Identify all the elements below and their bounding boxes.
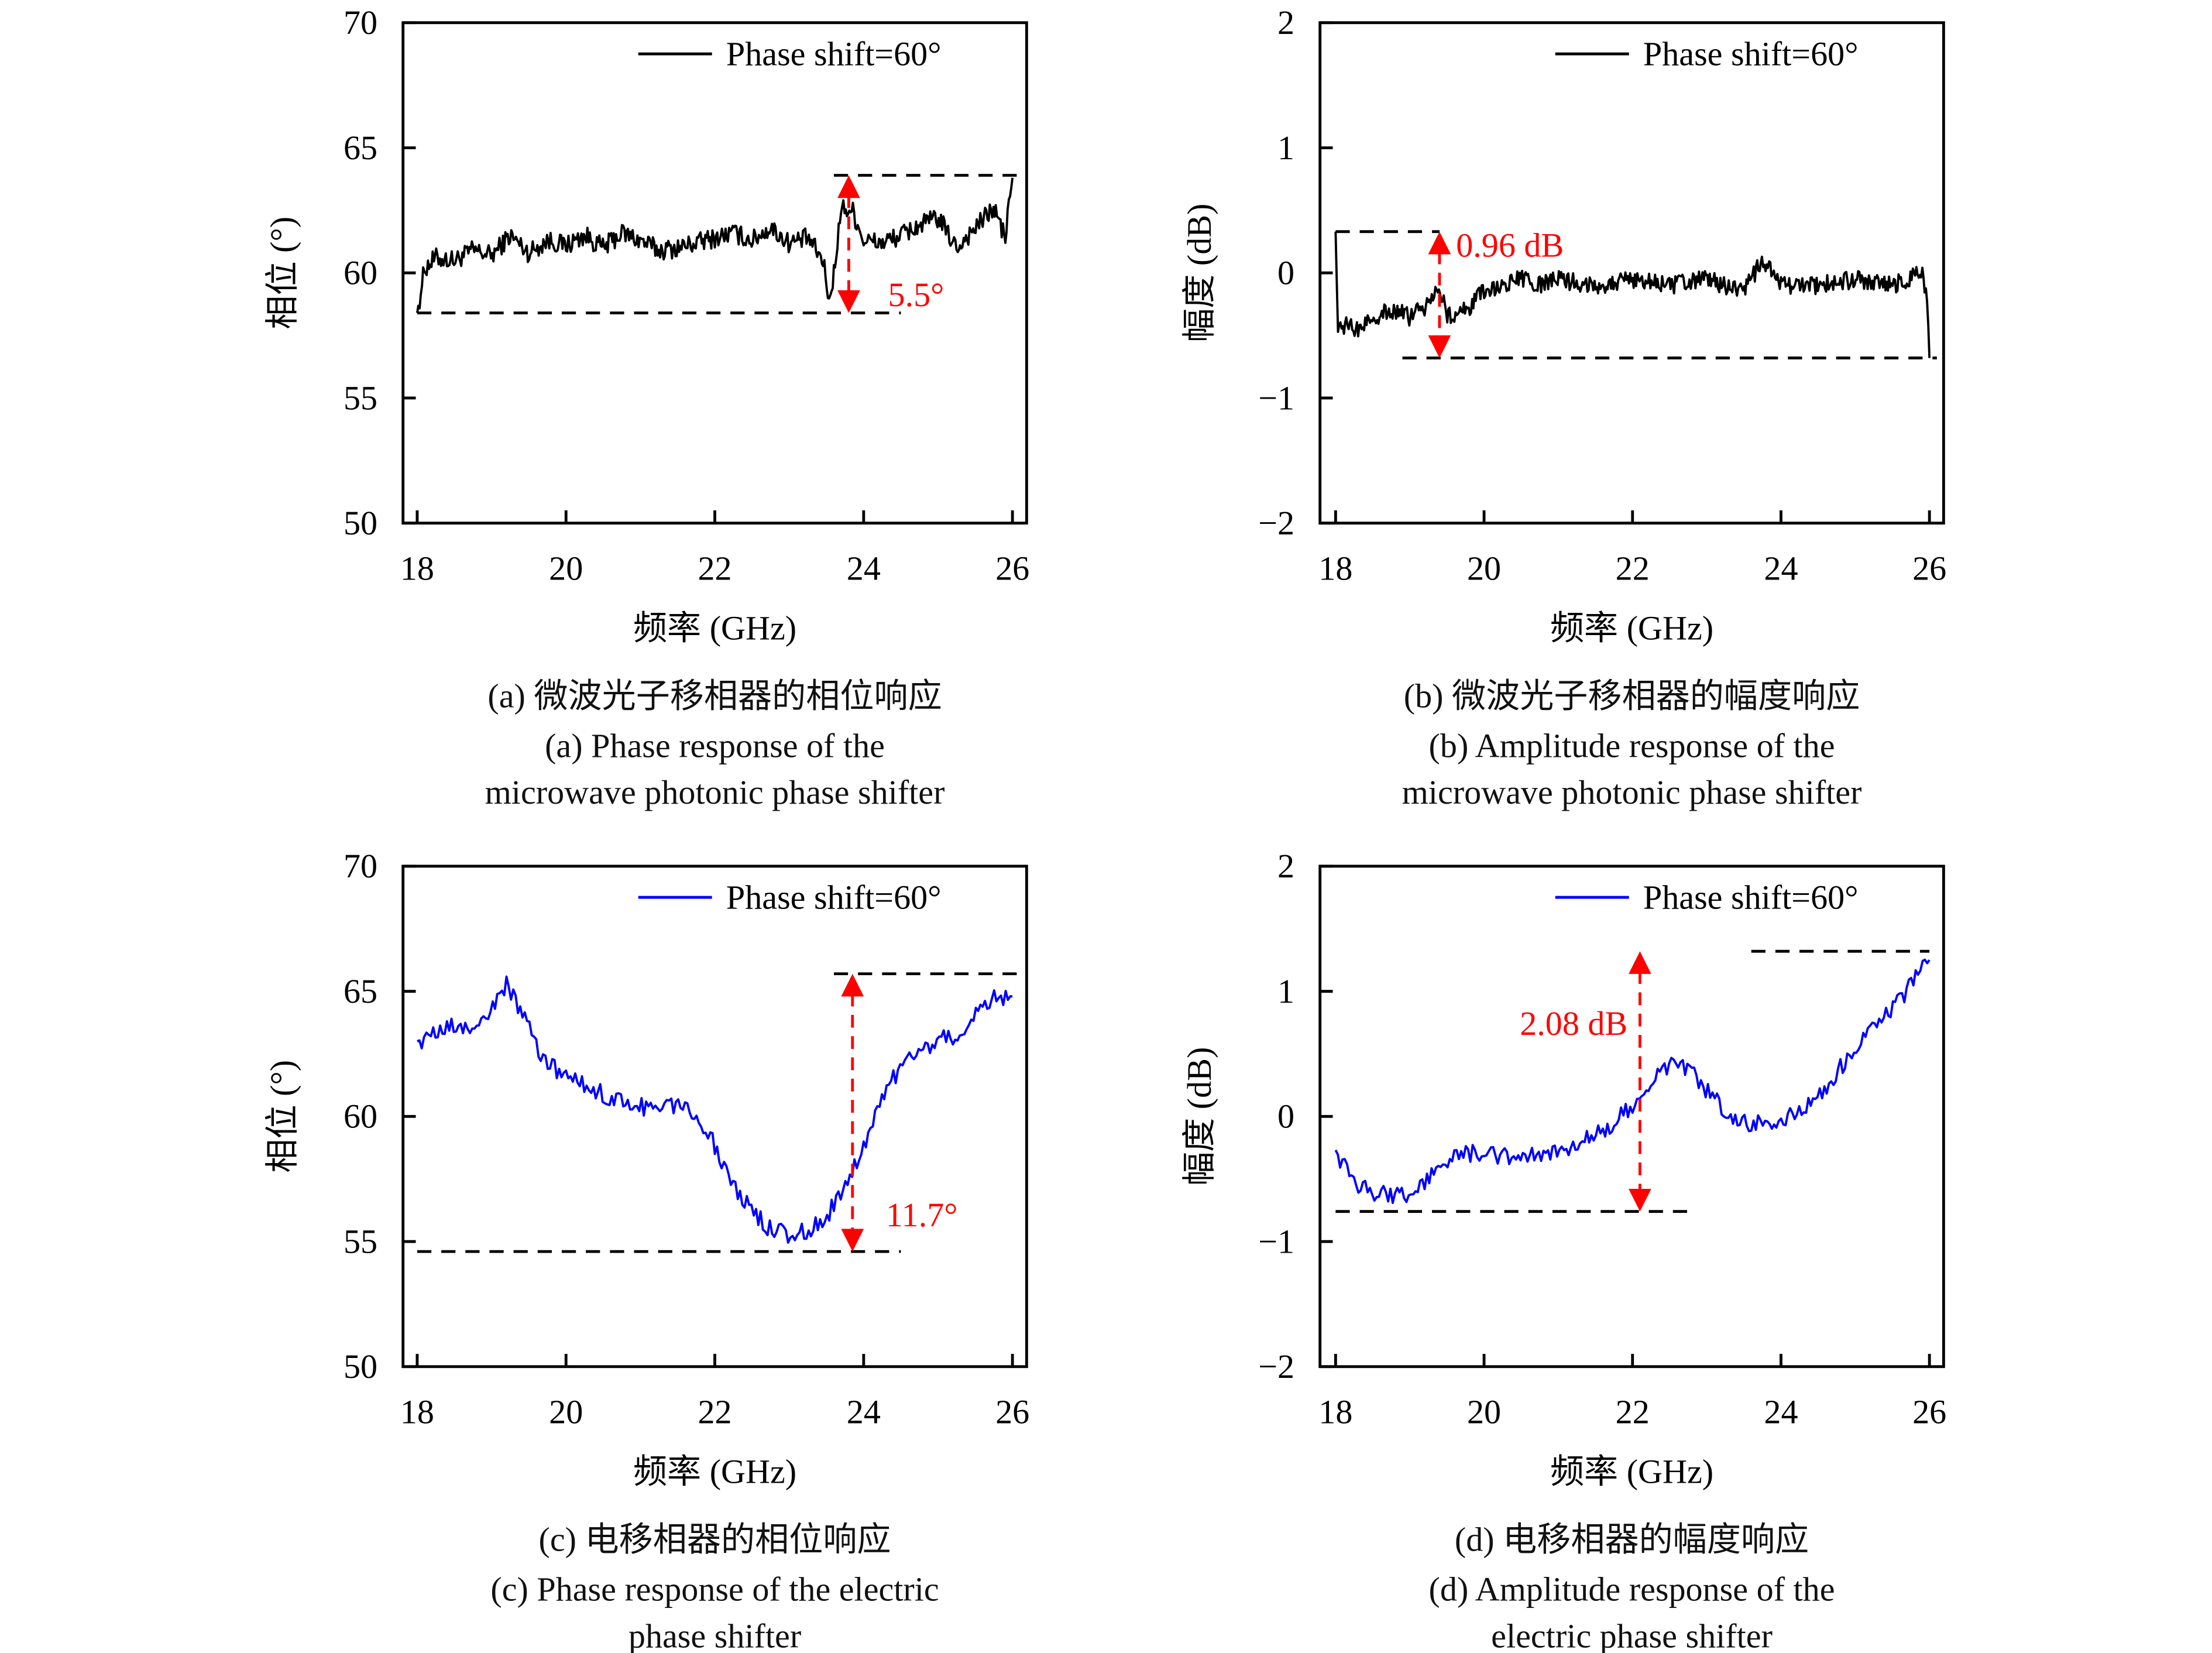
x-tick-label: 22 [1616,1393,1650,1431]
y-tick-label: 60 [344,254,377,292]
x-tick-label: 20 [1467,550,1501,588]
y-tick-label: −1 [1258,379,1294,417]
x-tick-label: 26 [1912,1393,1946,1431]
y-tick-label: 0 [1277,1098,1294,1136]
x-axis-label: 频率 (GHz) [633,1452,796,1490]
caption-chinese: (d) 电移相器的幅度响应 [1455,1521,1809,1559]
plot-frame [1318,865,1945,1369]
range-annotation: 5.5° [888,276,944,314]
x-tick-label: 24 [1764,550,1798,588]
y-tick-label: 50 [344,504,377,542]
y-tick-label: 1 [1277,129,1294,167]
arrow-down-icon [1428,335,1451,358]
x-tick-label: 24 [1764,1393,1798,1431]
arrow-down-icon [837,290,860,313]
x-tick-label: 20 [549,1393,583,1431]
x-tick-label: 24 [847,1393,881,1431]
y-tick-label: 2 [1277,4,1294,42]
legend-label: Phase shift=60° [1643,878,1859,916]
series-line [1334,958,1931,1204]
y-tick-label: 55 [344,379,377,417]
y-tick-label: 70 [344,4,377,42]
y-tick-label: 50 [344,1347,377,1385]
caption-english-line2: microwave photonic phase shifter [1402,773,1862,811]
arrow-up-icon [1629,951,1651,974]
series-line [417,975,1013,1244]
y-tick-label: 60 [344,1098,377,1136]
x-tick-label: 22 [698,1393,731,1431]
plot-frame [1318,21,1945,525]
panel-c: 18 20 22 24 26 50 55 60 65 70 频率 (GHz) 相位 (°) Phase … [263,847,1029,1653]
x-axis-label: 频率 (GHz) [1550,1452,1713,1490]
caption-english-line1: (a) Phase response of the [545,726,885,764]
caption-chinese: (b) 微波光子移相器的幅度响应 [1404,677,1860,715]
caption-english-line1: (b) Amplitude response of the [1429,726,1835,764]
range-annotation: 11.7° [886,1196,958,1234]
x-tick-label: 26 [995,1393,1029,1431]
plot-frame [401,865,1028,1369]
y-axis-label: 幅度 (dB) [1180,1047,1218,1186]
x-tick-label: 18 [400,1393,434,1431]
series-line [1334,231,1931,358]
x-axis-label: 频率 (GHz) [1550,609,1713,647]
arrow-down-icon [1629,1188,1651,1212]
caption-english-line2: phase shifter [628,1617,801,1653]
legend-label: Phase shift=60° [726,878,942,916]
panel-d: 18 20 22 24 26 −2 −1 0 1 2 频率 (GHz) 幅度 (dB) Phase sh… [1180,847,1946,1653]
arrow-up-icon [1428,231,1451,255]
caption-english-line1: (c) Phase response of the electric [490,1570,939,1608]
x-tick-label: 22 [1616,550,1650,588]
arrow-down-icon [841,1229,864,1252]
caption-english-line1: (d) Amplitude response of the [1429,1570,1835,1608]
y-axis-label: 相位 (°) [263,217,301,330]
arrow-up-icon [837,175,860,198]
y-tick-label: 55 [344,1222,377,1260]
y-tick-label: 2 [1277,847,1294,885]
x-tick-label: 26 [995,550,1029,588]
legend-label: Phase shift=60° [726,35,942,73]
x-axis-label: 频率 (GHz) [633,609,796,647]
arrow-up-icon [841,973,864,997]
panel-a: 18 20 22 24 26 50 55 60 65 70 频率 (GHz) 相位 (°) Phase … [263,4,1029,811]
x-tick-label: 18 [400,550,434,588]
plot-frame [401,21,1028,525]
caption-chinese: (a) 微波光子移相器的相位响应 [487,677,942,715]
y-tick-label: −1 [1258,1222,1294,1260]
x-tick-label: 20 [549,550,583,588]
legend-label: Phase shift=60° [1643,35,1859,73]
y-tick-label: −2 [1258,504,1294,542]
y-tick-label: 65 [344,972,377,1010]
y-axis-label: 相位 (°) [263,1060,301,1173]
x-tick-label: 22 [698,550,731,588]
y-tick-label: 0 [1277,254,1294,292]
range-annotation: 0.96 dB [1456,226,1564,264]
x-tick-label: 18 [1318,1393,1352,1431]
caption-chinese: (c) 电移相器的相位响应 [539,1521,891,1559]
x-tick-label: 24 [847,550,881,588]
range-annotation: 2.08 dB [1520,1004,1627,1042]
x-tick-label: 18 [1318,550,1352,588]
x-tick-label: 26 [1912,550,1946,588]
y-axis-label: 幅度 (dB) [1180,204,1218,342]
y-tick-label: −2 [1258,1347,1294,1385]
x-tick-label: 20 [1467,1393,1501,1431]
series-line [416,177,1014,313]
panel-b: 18 20 22 24 26 −2 −1 0 1 2 频率 (GHz) 幅度 (dB) Phase sh… [1180,4,1946,811]
y-tick-label: 70 [344,847,377,885]
y-tick-label: 1 [1277,972,1294,1010]
y-tick-label: 65 [344,129,377,167]
caption-english-line2: electric phase shifter [1491,1617,1773,1653]
caption-english-line2: microwave photonic phase shifter [485,773,945,811]
